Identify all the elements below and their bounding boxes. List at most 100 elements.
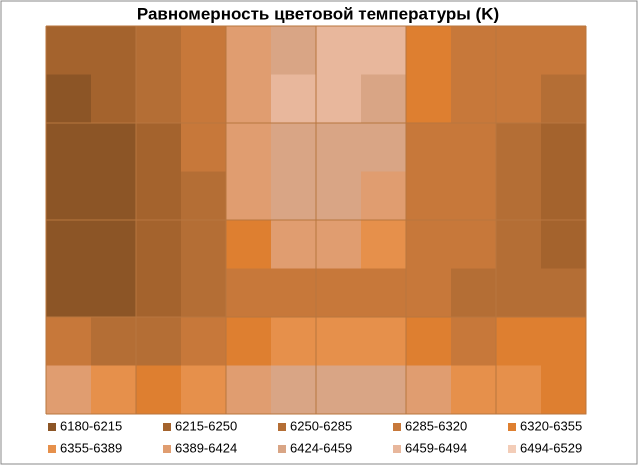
contour-cell [496,220,542,269]
contour-cell [46,317,92,366]
contour-cell [361,268,407,318]
contour-cell [181,26,227,75]
contour-cell [91,74,137,124]
contour-cell [91,365,137,415]
contour-cell [406,220,452,269]
contour-cell [541,171,587,221]
contour-cell [316,220,362,269]
contour-cell [226,317,272,366]
contour-cell [136,268,182,318]
contour-cell [541,220,587,269]
contour-cell [316,365,362,415]
legend-label: 6180-6215 [60,418,122,433]
contour-cell [451,171,497,221]
contour-cell [406,365,452,415]
contour-cell [46,74,92,124]
legend-swatch [163,423,171,431]
contour-cell [226,220,272,269]
contour-cell [136,220,182,269]
contour-cell [406,317,452,366]
legend-label: 6459-6494 [405,440,467,455]
legend-label: 6424-6459 [290,440,352,455]
legend-swatch [48,423,56,431]
contour-cell [406,123,452,172]
contour-cell [91,26,137,75]
legend-label: 6320-6355 [520,418,582,433]
contour-cell [496,26,542,75]
legend-swatch [278,445,286,453]
contour-cell [271,268,317,318]
contour-cell [406,74,452,124]
contour-cell [271,171,317,221]
contour-cell [496,365,542,415]
contour-cell [91,171,137,221]
contour-cell [316,123,362,172]
contour-cell [451,123,497,172]
contour-cell [361,365,407,415]
contour-cell [271,74,317,124]
contour-cell [316,74,362,124]
contour-cell [496,74,542,124]
contour-cell [406,26,452,75]
contour-cell [136,74,182,124]
contour-cell [46,220,92,269]
contour-cell [136,317,182,366]
contour-cell [406,268,452,318]
contour-cell [361,220,407,269]
contour-cell [316,268,362,318]
contour-cell [226,171,272,221]
legend-label: 6389-6424 [175,440,237,455]
contour-cell [91,220,137,269]
contour-cell [496,171,542,221]
contour-cell [451,74,497,124]
legend-swatch [393,423,401,431]
legend-label: 6215-6250 [175,418,237,433]
contour-cell [496,268,542,318]
contour-cell [226,74,272,124]
contour-cell [361,123,407,172]
contour-cell [181,268,227,318]
contour-cell [136,171,182,221]
contour-cell [91,123,137,172]
contour-cell [271,123,317,172]
contour-cell [181,171,227,221]
contour-cell [451,365,497,415]
contour-cell [46,268,92,318]
contour-cell [91,268,137,318]
contour-cell [361,317,407,366]
contour-cell [271,365,317,415]
contour-cell [541,317,587,366]
legend-swatch [48,445,56,453]
legend-swatch [508,445,516,453]
contour-cell [46,171,92,221]
legend-swatch [163,445,171,453]
contour-cell [361,171,407,221]
legend-label: 6285-6320 [405,418,467,433]
contour-cell [136,365,182,415]
contour-cell [451,317,497,366]
contour-cell [361,26,407,75]
legend-label: 6355-6389 [60,440,122,455]
contour-cell [496,123,542,172]
contour-cell [496,317,542,366]
contour-cell [136,26,182,75]
contour-cell [46,365,92,415]
contour-cell [361,74,407,124]
contour-cell [226,268,272,318]
contour-cell [406,171,452,221]
contour-cell [451,220,497,269]
contour-cell [541,26,587,75]
contour-cell [541,123,587,172]
contour-cell [226,123,272,172]
contour-cell [451,26,497,75]
legend-label: 6494-6529 [520,440,582,455]
chart-title: Равномерность цветовой температуры (K) [137,4,499,23]
contour-cell [136,123,182,172]
contour-cell [226,26,272,75]
contour-cell [181,74,227,124]
contour-cell [271,220,317,269]
contour-cell [451,268,497,318]
contour-cell [91,317,137,366]
